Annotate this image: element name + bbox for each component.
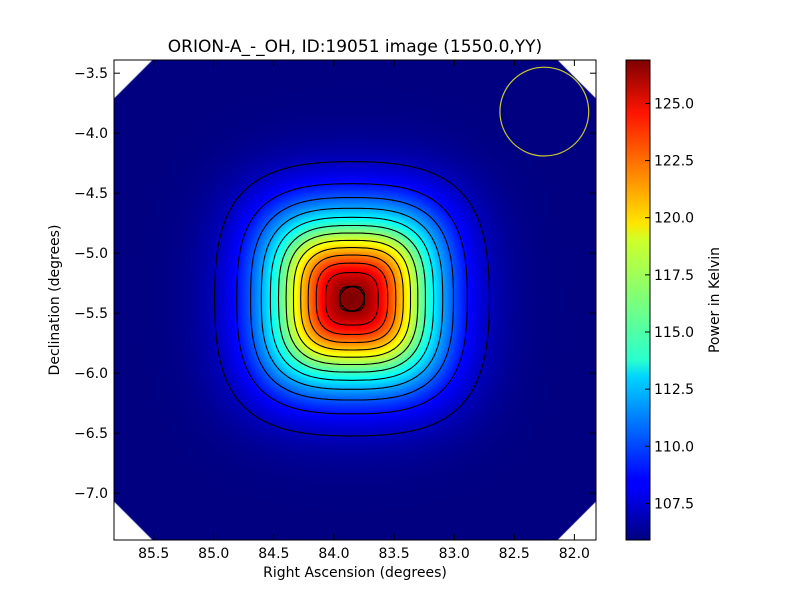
x-tick-label: 83.5 <box>378 546 409 562</box>
colorbar-tick-label: 110.0 <box>654 439 694 455</box>
x-tick-label: 82.0 <box>559 546 590 562</box>
heatmap-image <box>114 60 596 540</box>
x-tick-label: 84.0 <box>318 546 349 562</box>
colorbar-tick-label: 117.5 <box>654 268 694 284</box>
y-tick-label: −3.5 <box>74 66 108 82</box>
colorbar-tick-label: 112.5 <box>654 382 694 398</box>
contour-level-11 <box>325 271 379 326</box>
colorbar-tick-label: 125.0 <box>654 96 694 112</box>
colorbar-tick-label: 107.5 <box>654 496 694 512</box>
plot-frame <box>113 59 597 541</box>
y-tick-label: −7.0 <box>74 486 108 502</box>
contour-level-10 <box>315 262 389 335</box>
x-tick-label: 83.0 <box>439 546 470 562</box>
contour-level-3 <box>260 207 444 390</box>
y-tick-label: −4.5 <box>74 186 108 202</box>
contour-level-2 <box>250 197 454 401</box>
colorbar: 107.5 110.0 112.5 115.0 117.5 120.0 122.5 125.0… <box>625 59 723 541</box>
contour-level-1 <box>236 183 468 415</box>
x-tick-label: 84.5 <box>258 546 289 562</box>
y-tick-label: −5.0 <box>74 246 108 262</box>
x-tick-label: 85.0 <box>198 546 229 562</box>
contour-level-7 <box>292 239 412 358</box>
y-tick-label: −6.0 <box>74 366 108 382</box>
contour-lines <box>214 161 490 437</box>
contour-level-6 <box>285 232 419 366</box>
x-axis-ticks: 85.5 85.0 84.5 84.0 83.5 83.0 82.5 82.0 <box>138 60 590 562</box>
contour-level-8 <box>300 247 404 351</box>
colorbar-label: Power in Kelvin <box>707 247 723 353</box>
x-tick-label: 85.5 <box>138 546 169 562</box>
chart-markers <box>339 66 590 312</box>
colorbar-tick-label: 115.0 <box>654 325 694 341</box>
contour-level-5 <box>277 224 426 373</box>
contour-level-4 <box>269 216 435 381</box>
beam-circle <box>499 66 590 157</box>
y-tick-label: −5.5 <box>74 306 108 322</box>
y-tick-label: −4.0 <box>74 126 108 142</box>
chart-title: ORION-A_-_OH, ID:19051 image (1550.0,YY) <box>168 37 542 57</box>
colorbar-tick-label: 122.5 <box>654 154 694 170</box>
x-tick-label: 82.5 <box>499 546 530 562</box>
contour-level-9 <box>307 254 397 344</box>
y-tick-label: −6.5 <box>74 426 108 442</box>
y-axis-label: Declination (degrees) <box>47 225 63 376</box>
contour-level-0 <box>214 161 490 437</box>
colorbar-ticks: 107.5 110.0 112.5 115.0 117.5 120.0 122.5 125.0 <box>645 96 694 512</box>
source-marker <box>339 286 365 312</box>
y-axis-ticks: −3.5 −4.0 −4.5 −5.0 −5.5 −6.0 −6.5 −7.0 <box>74 66 596 502</box>
colorbar-gradient <box>625 59 651 541</box>
colorbar-tick-label: 120.0 <box>654 211 694 227</box>
plot-area: 85.5 85.0 84.5 84.0 83.5 83.0 82.5 82.0 −3.5 −4.… <box>74 59 597 562</box>
x-axis-label: Right Ascension (degrees) <box>263 565 447 581</box>
